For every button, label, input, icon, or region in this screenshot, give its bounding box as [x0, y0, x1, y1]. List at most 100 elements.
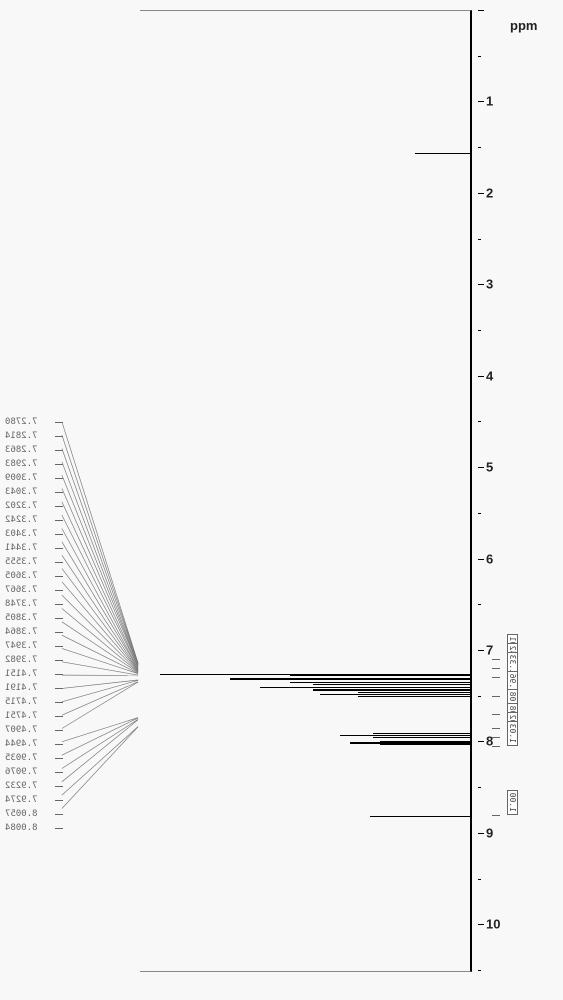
- axis-tick: [478, 239, 481, 240]
- peak-label-text: 7.3242: [5, 513, 53, 527]
- peak-label-text: 7.2780: [5, 415, 53, 429]
- peak-fan-line: [62, 448, 138, 663]
- peak-label-text: 7.3009: [5, 471, 53, 485]
- peak-value: 7.3947: [5, 639, 63, 653]
- peak-label-text: 7.3864: [5, 625, 53, 639]
- spectrum-peak: [313, 689, 471, 690]
- integral-connector: [492, 677, 500, 678]
- peak-label-text: 8.0057: [5, 807, 53, 821]
- peak-label-text: 7.3605: [5, 569, 53, 583]
- peak-value: 7.9035: [5, 751, 63, 765]
- peak-value: 7.4751: [5, 709, 63, 723]
- peak-label-text: 7.4944: [5, 737, 53, 751]
- integral-value: 1.00: [507, 789, 518, 814]
- peak-label-text: 7.9274: [5, 793, 53, 807]
- spectrum-peak: [380, 744, 470, 745]
- axis-tick: [478, 330, 481, 331]
- spectrum-plot: [140, 10, 472, 972]
- peak-tick: [55, 688, 63, 689]
- axis-tick: [478, 650, 484, 651]
- peak-label-text: 7.3667: [5, 583, 53, 597]
- peak-value: 7.9232: [5, 779, 63, 793]
- peak-tick: [55, 730, 63, 731]
- spectrum-peak: [373, 737, 471, 738]
- axis-tick: [478, 421, 481, 422]
- peak-fan-line: [62, 582, 138, 671]
- peak-tick: [55, 814, 63, 815]
- peak-tick: [55, 464, 63, 465]
- peak-label-text: 7.3947: [5, 639, 53, 653]
- peak-label-text: 8.0084: [5, 821, 53, 835]
- peak-tick: [55, 646, 63, 647]
- peak-tick: [55, 576, 63, 577]
- axis-tick: [478, 604, 481, 605]
- peak-fan-line: [62, 528, 138, 668]
- axis-tick: [478, 513, 481, 514]
- peak-tick: [55, 702, 63, 703]
- peak-fan-line: [62, 475, 138, 665]
- peak-label-text: 7.3748: [5, 597, 53, 611]
- peak-fan-line: [62, 435, 138, 663]
- peak-fan-line: [62, 622, 138, 673]
- peak-label-text: 7.9232: [5, 779, 53, 793]
- axis-tick: [478, 696, 481, 697]
- peak-tick: [55, 758, 63, 759]
- peak-tick: [55, 618, 63, 619]
- peak-value: 7.3555: [5, 555, 63, 569]
- peak-label-text: 7.4907: [5, 723, 53, 737]
- axis-tick-label: 1: [486, 94, 493, 109]
- peak-fan-line: [62, 515, 138, 667]
- spectrum-peak: [230, 678, 470, 679]
- peak-tick: [55, 674, 63, 675]
- integral-value: 1.03: [507, 721, 518, 746]
- axis-tick: [478, 101, 484, 102]
- axis-tick: [478, 787, 481, 788]
- integral-connector: [492, 714, 500, 715]
- axis-tick: [478, 284, 484, 285]
- peak-tick: [55, 660, 63, 661]
- peak-fan-line: [62, 727, 138, 809]
- peak-fan-line: [62, 682, 138, 715]
- peak-fan-line: [62, 608, 138, 672]
- peak-fan-line: [62, 680, 138, 688]
- peak-list: 7.27807.28147.28637.29837.30097.30437.32…: [5, 415, 63, 835]
- peak-label-text: 7.2863: [5, 443, 53, 457]
- peak-fan-line: [62, 718, 138, 742]
- peak-tick: [55, 450, 63, 451]
- peak-value: 7.9076: [5, 765, 63, 779]
- peak-value: 7.4151: [5, 667, 63, 681]
- peak-value: 7.4907: [5, 723, 63, 737]
- peak-value: 7.3043: [5, 485, 63, 499]
- integral-connector: [492, 746, 500, 747]
- peak-fan-line: [62, 720, 138, 782]
- peak-value: 7.3009: [5, 471, 63, 485]
- integral-connector: [492, 659, 500, 660]
- peak-fan-line: [62, 680, 138, 701]
- peak-label-text: 7.4715: [5, 695, 53, 709]
- axis-tick-label: 3: [486, 277, 493, 292]
- axis-tick-label: 6: [486, 551, 493, 566]
- spectrum-peak: [260, 687, 470, 688]
- axis-tick: [478, 924, 484, 925]
- axis-tick: [478, 376, 484, 377]
- peak-fan-line: [62, 727, 138, 796]
- peak-tick: [55, 534, 63, 535]
- axis-tick: [478, 193, 484, 194]
- peak-value: 7.4944: [5, 737, 63, 751]
- axis-tick-label: 4: [486, 368, 493, 383]
- peak-label-text: 7.4151: [5, 667, 53, 681]
- peak-label-text: 7.3805: [5, 611, 53, 625]
- peak-value: 7.3242: [5, 513, 63, 527]
- peak-tick: [55, 492, 63, 493]
- peak-label-text: 7.3441: [5, 541, 53, 555]
- peak-value: 7.3441: [5, 541, 63, 555]
- peak-fan-line: [62, 719, 138, 768]
- axis-tick-label: 10: [486, 917, 500, 932]
- peak-value: 7.3202: [5, 499, 63, 513]
- peak-tick: [55, 422, 63, 423]
- peak-value: 7.3805: [5, 611, 63, 625]
- peak-fan-line: [62, 635, 138, 673]
- integral-values: 1.011.421.332.961.081.081.021.031.00: [500, 10, 555, 970]
- peak-label-text: 7.4191: [5, 681, 53, 695]
- peak-label-text: 7.3043: [5, 485, 53, 499]
